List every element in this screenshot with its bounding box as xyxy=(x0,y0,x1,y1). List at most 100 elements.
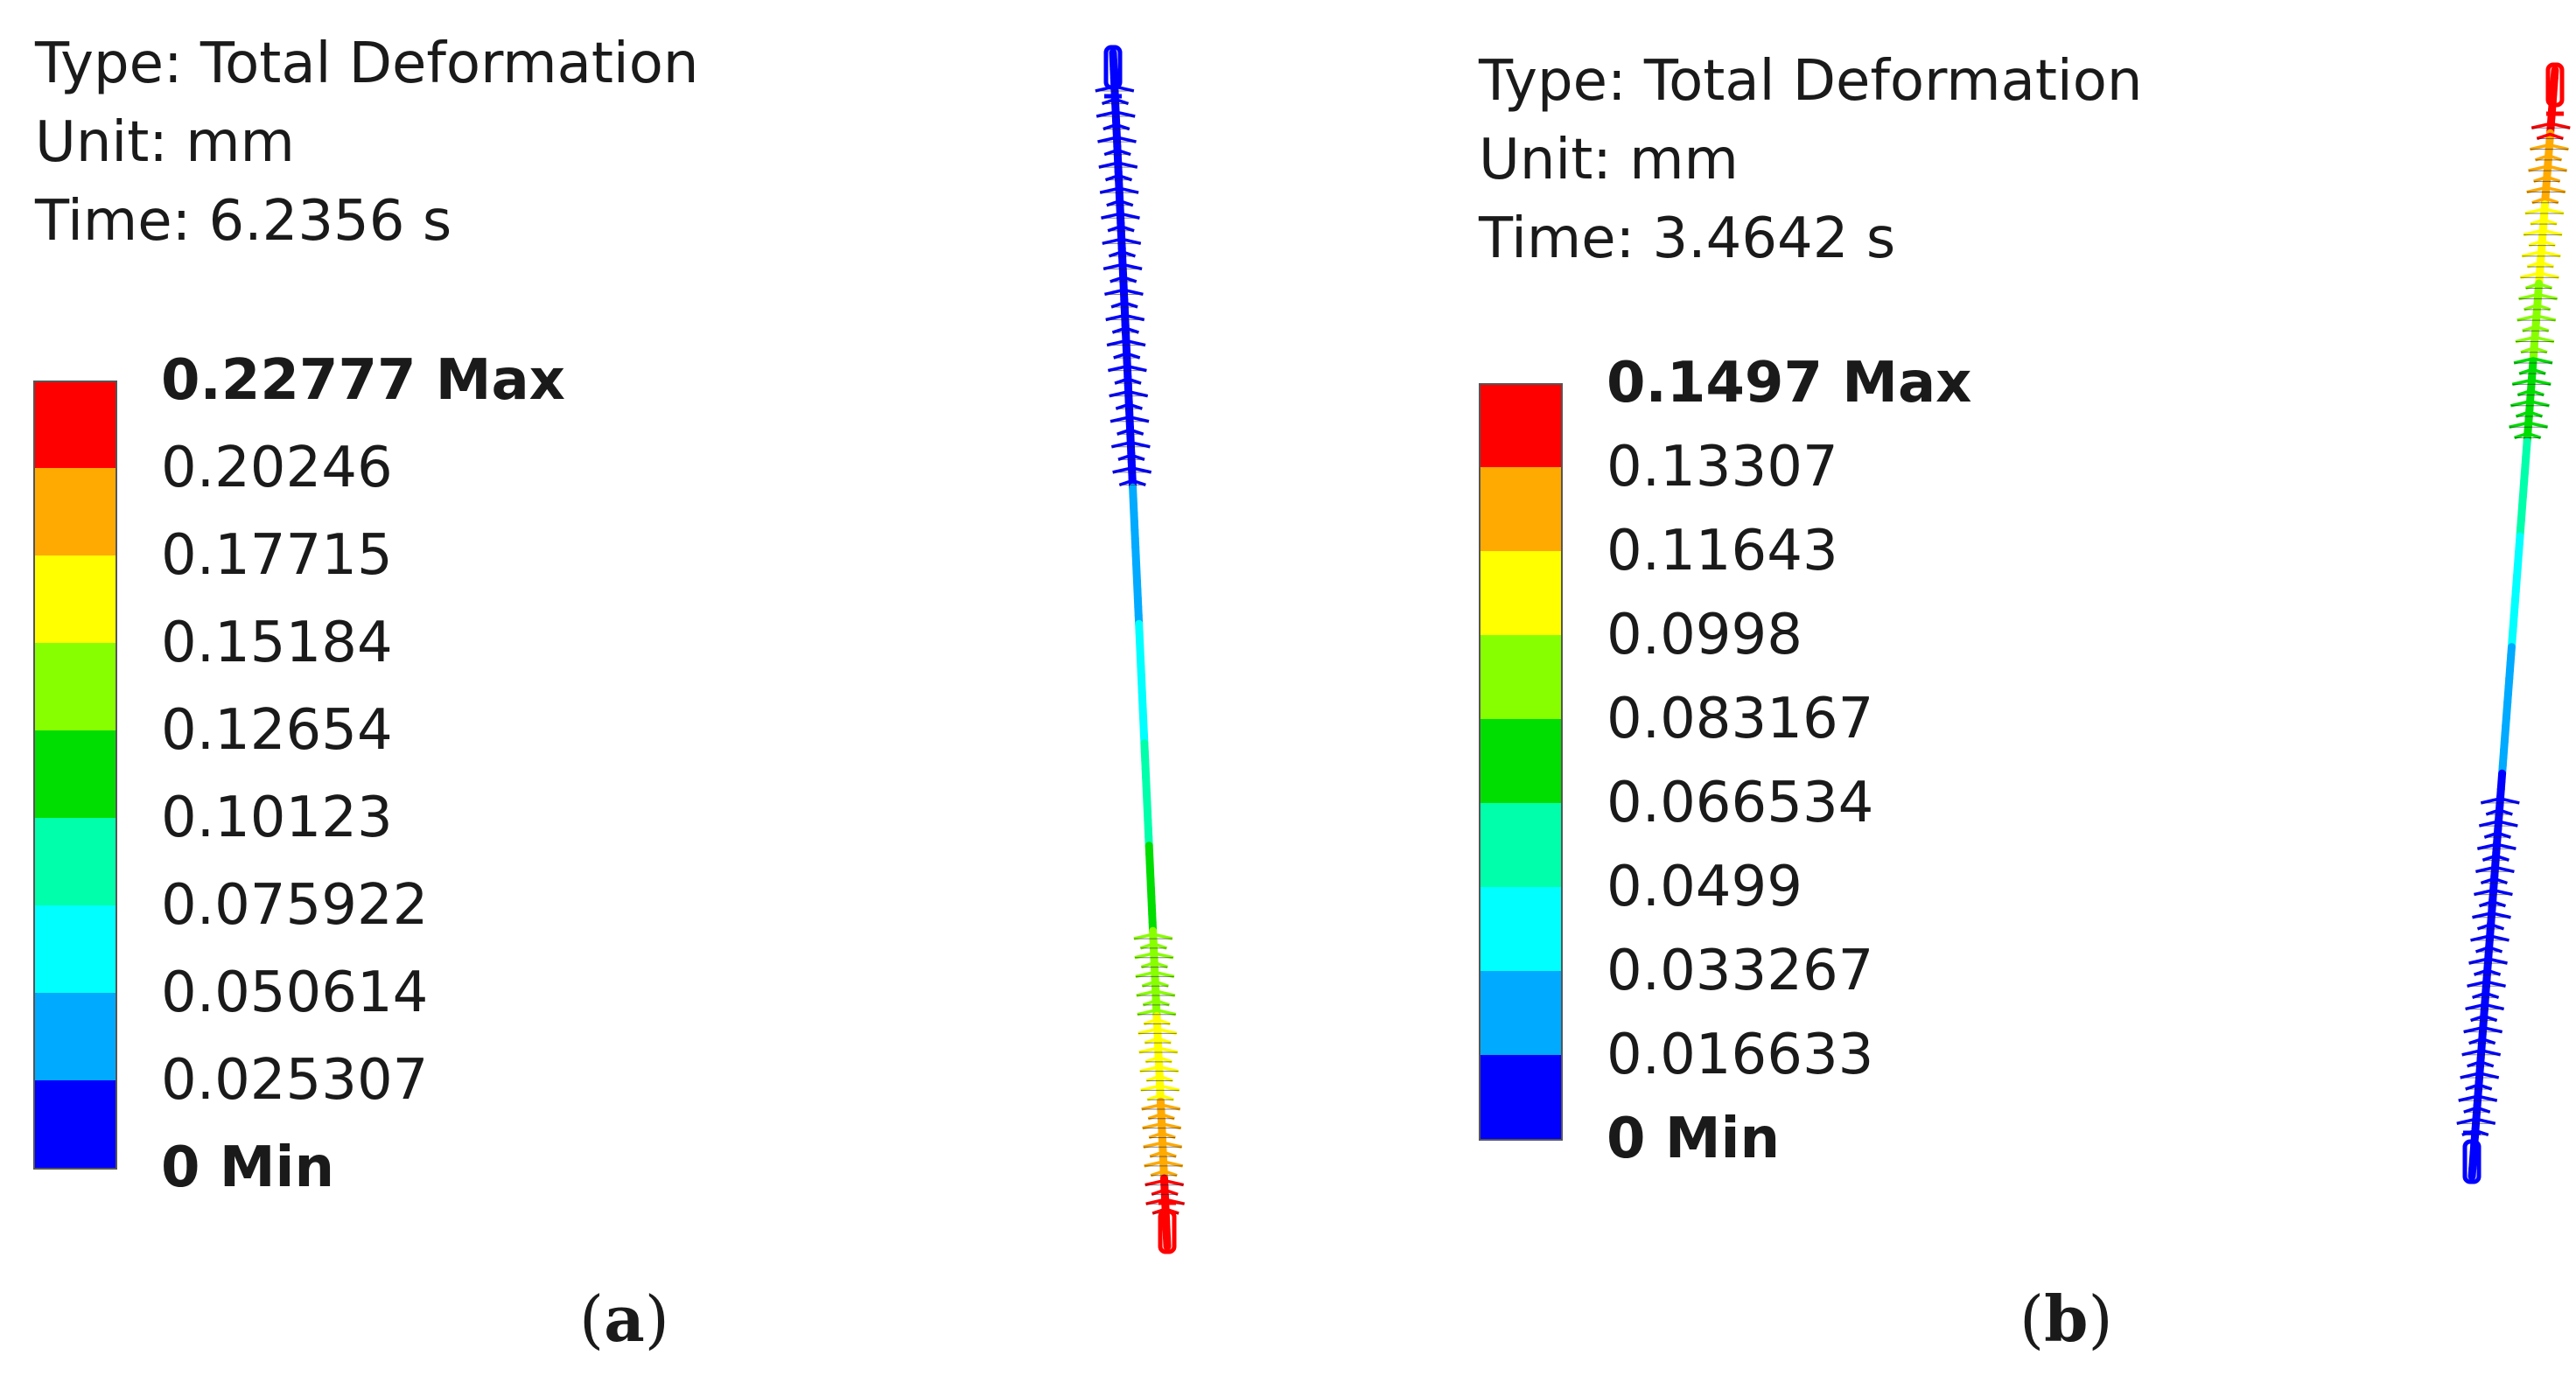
shed-fin xyxy=(2513,357,2553,365)
shed-fin xyxy=(2515,335,2555,344)
legend-value-label: 0.11643 xyxy=(1606,519,1838,583)
shed-fin xyxy=(2456,1117,2496,1126)
legend-value-label: 0.066534 xyxy=(1606,771,1874,835)
shed-fin xyxy=(1144,1055,1172,1064)
shed-fin xyxy=(2524,282,2553,290)
shed-fin xyxy=(2478,820,2518,828)
legend-value-label: 0.033267 xyxy=(1606,939,1874,1003)
shed-fin xyxy=(1107,224,1135,233)
shed-fin xyxy=(2511,378,2552,387)
panel-caption: (b) xyxy=(2020,1282,2113,1356)
legend-color-band xyxy=(1479,551,1563,635)
shed-fin xyxy=(1113,352,1141,360)
shed-fin xyxy=(2509,421,2548,429)
shed-fin xyxy=(1110,441,1151,449)
shed-fin xyxy=(2483,831,2511,839)
shed-fin xyxy=(2528,164,2567,172)
legend-color-band xyxy=(33,993,117,1080)
shed-fin xyxy=(1138,1046,1179,1054)
shed-fin xyxy=(1150,1169,1178,1177)
shed-fin xyxy=(1096,110,1136,118)
legend-color-band xyxy=(1479,971,1563,1055)
result-type: Type: Total Deformation xyxy=(35,31,699,96)
shed-fin xyxy=(2531,196,2559,205)
shed-fin xyxy=(2520,346,2548,354)
result-time: Time: 3.4642 s xyxy=(1479,206,1896,271)
caption-letter: b xyxy=(2044,1282,2089,1356)
legend-color-band xyxy=(33,818,117,905)
legend-max-label: 0.1497 Max xyxy=(1606,351,1972,416)
shed-fin xyxy=(2530,143,2569,151)
shed-fin xyxy=(1145,1074,1173,1083)
rod-segment xyxy=(2468,1164,2477,1181)
shed-fin xyxy=(2516,388,2544,397)
shed-fin xyxy=(1114,377,1142,385)
legend-color-band xyxy=(1479,887,1563,971)
end-fitting xyxy=(1158,1209,1177,1254)
legend-color-band xyxy=(33,905,117,993)
shed-fin xyxy=(1118,478,1146,487)
shed-fin xyxy=(2514,431,2542,440)
shed-fin xyxy=(2480,877,2508,885)
shed-fin xyxy=(1147,1112,1175,1121)
legend-color-band xyxy=(1479,719,1563,803)
shed-fin xyxy=(1141,980,1169,988)
shed-fin xyxy=(1139,1065,1180,1073)
shed-fin xyxy=(1101,212,1140,220)
shed-fin xyxy=(2520,271,2559,279)
result-unit: Unit: mm xyxy=(35,110,295,175)
legend-color-band xyxy=(1479,1055,1563,1141)
shed-fin xyxy=(1102,237,1142,246)
legend-value-label: 0.075922 xyxy=(161,873,429,938)
shed-fin xyxy=(2475,865,2515,874)
shed-fin xyxy=(1110,415,1150,423)
shed-fin xyxy=(2533,175,2561,183)
legend-value-label: 0.025307 xyxy=(161,1048,429,1113)
shed-fin xyxy=(1099,186,1139,194)
shed-fin xyxy=(1140,960,1168,969)
shed-fin xyxy=(1143,1017,1171,1026)
result-type: Type: Total Deformation xyxy=(1479,49,2143,114)
legend-value-label: 0.0998 xyxy=(1606,603,1802,667)
legend-value-label: 0.12654 xyxy=(161,698,393,763)
shed-fin xyxy=(2474,946,2503,953)
result-unit: Unit: mm xyxy=(1479,128,1739,192)
shed-fin xyxy=(1140,1084,1180,1093)
shed-fin xyxy=(2523,228,2563,237)
shed-fin xyxy=(2536,132,2564,141)
shed-fin xyxy=(2522,325,2550,332)
legend-value-label: 0.083167 xyxy=(1606,687,1874,751)
shed-fin xyxy=(2534,154,2563,162)
legend-color-band xyxy=(33,555,117,643)
legend-value-label: 0.050614 xyxy=(161,960,429,1025)
shed-fin xyxy=(2468,1037,2496,1045)
shed-fin xyxy=(1097,136,1137,143)
shed-fin xyxy=(1104,173,1133,182)
shed-fin xyxy=(1110,276,1138,283)
shed-fin xyxy=(1135,970,1175,979)
shed-fin xyxy=(2518,292,2558,301)
legend-color-band xyxy=(33,730,117,818)
shed-fin xyxy=(1108,250,1136,258)
shed-fin xyxy=(2474,968,2502,976)
shed-fin xyxy=(1106,339,1146,347)
shed-fin xyxy=(1134,951,1174,960)
shed-fin xyxy=(2474,888,2513,897)
insulator-string xyxy=(1095,45,1186,1254)
shed-fin xyxy=(2470,1014,2498,1023)
shed-fin xyxy=(2463,1106,2491,1114)
shed-fin xyxy=(2528,239,2556,248)
shed-fin xyxy=(2516,314,2557,322)
shed-fin xyxy=(1142,999,1170,1007)
shed-fin xyxy=(2482,854,2510,862)
result-time: Time: 6.2356 s xyxy=(35,189,452,254)
shed-fin xyxy=(1144,1037,1172,1044)
shed-fin xyxy=(1146,1093,1174,1101)
shed-fin xyxy=(1141,1103,1181,1111)
insulator-string xyxy=(2456,62,2571,1184)
shed-fin xyxy=(1115,402,1143,410)
shed-fin xyxy=(1138,1027,1178,1036)
shed-fin xyxy=(2463,1025,2503,1034)
shed-fin xyxy=(2465,1083,2493,1091)
legend-color-band xyxy=(1479,383,1563,469)
